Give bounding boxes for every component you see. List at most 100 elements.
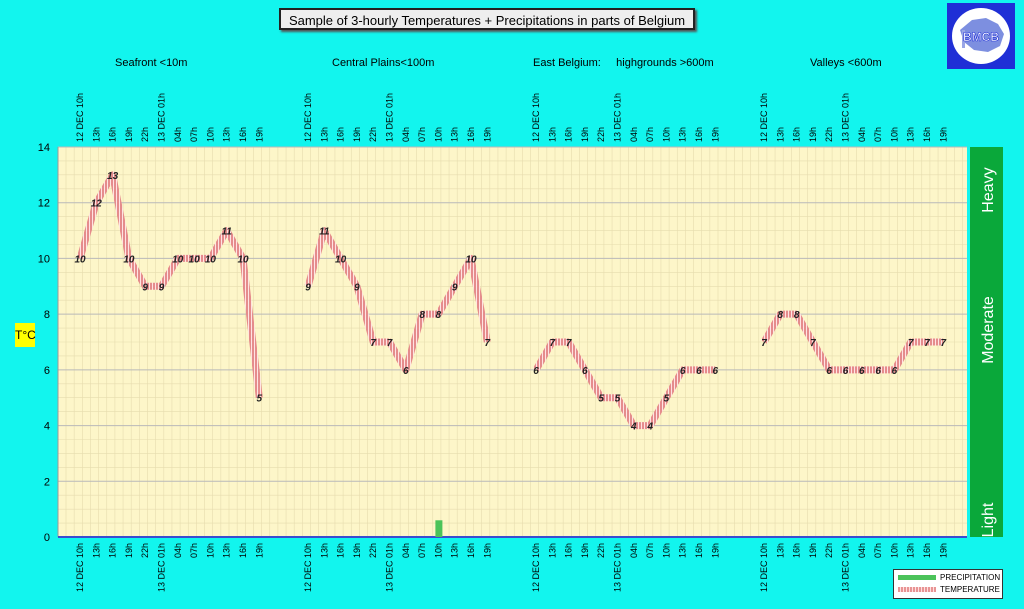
- time-label-bottom: 13 DEC 01h: [841, 543, 851, 592]
- time-label-top: 22h: [368, 127, 378, 142]
- time-label-top: 19h: [124, 127, 134, 142]
- temperature-data-label: 5: [615, 394, 621, 405]
- time-label-top: 13h: [91, 127, 101, 142]
- temperature-data-label: 9: [452, 282, 458, 293]
- legend-swatch-temperature: [898, 587, 936, 593]
- time-label-bottom: 13 DEC 01h: [385, 543, 395, 592]
- time-label-top: 12 DEC 10h: [75, 93, 85, 142]
- time-label-top: 13h: [775, 127, 785, 142]
- time-label-top: 12 DEC 10h: [303, 93, 313, 142]
- time-label-bottom: 12 DEC 10h: [759, 543, 769, 592]
- time-label-top: 19h: [482, 127, 492, 142]
- temperature-data-label: 7: [566, 338, 572, 349]
- temperature-data-label: 4: [646, 422, 653, 433]
- temperature-data-label: 9: [354, 282, 360, 293]
- time-label-top: 13h: [906, 127, 916, 142]
- time-label-bottom: 16h: [564, 543, 574, 558]
- time-label-bottom: 12 DEC 10h: [303, 543, 313, 592]
- time-label-top: 19h: [938, 127, 948, 142]
- temperature-data-label: 10: [465, 254, 477, 265]
- temperature-data-label: 6: [403, 366, 409, 377]
- temperature-data-label: 10: [237, 254, 249, 265]
- y-tick-label: 4: [44, 421, 50, 433]
- time-label-top: 04h: [857, 127, 867, 142]
- time-label-bottom: 16h: [336, 543, 346, 558]
- legend-item-temperature: TEMPERATURE: [898, 585, 1000, 595]
- temperature-data-label: 6: [875, 366, 881, 377]
- temperature-data-label: 10: [123, 254, 135, 265]
- time-label-top: 12 DEC 10h: [759, 93, 769, 142]
- time-label-top: 10h: [889, 127, 899, 142]
- chart-title: Sample of 3-hourly Temperatures + Precip…: [279, 8, 695, 30]
- y-axis-label: T°C: [15, 323, 36, 347]
- time-label-bottom: 13h: [906, 543, 916, 558]
- temperature-data-label: 6: [533, 366, 539, 377]
- y-tick-label: 8: [44, 309, 50, 321]
- time-label-bottom: 22h: [368, 543, 378, 558]
- time-label-bottom: 10h: [661, 543, 671, 558]
- time-label-top: 16h: [922, 127, 932, 142]
- rain-scale-bar: [970, 147, 1003, 537]
- legend-swatch-precipitation: [898, 575, 936, 581]
- temperature-line: [304, 227, 491, 374]
- legend-label-precipitation: PRECIPITATION: [940, 573, 1001, 582]
- time-label-bottom: 19h: [352, 543, 362, 558]
- temperature-data-label: 5: [257, 394, 263, 405]
- temperature-data-label: 6: [843, 366, 849, 377]
- rain-scale-label: Light: [980, 502, 997, 537]
- temperature-data-label: 10: [335, 254, 347, 265]
- temperature-data-label: 6: [696, 366, 702, 377]
- temperature-data-label: 8: [794, 310, 800, 321]
- belgium-map-icon: BMCB: [960, 18, 1004, 52]
- temperature-data-label: 6: [713, 366, 719, 377]
- time-label-bottom: 04h: [401, 543, 411, 558]
- time-label-top: 10h: [433, 127, 443, 142]
- time-label-top: 16h: [108, 127, 118, 142]
- legend-item-precipitation: PRECIPITATION: [898, 573, 1000, 583]
- rain-scale-label: Moderate: [980, 296, 997, 364]
- time-label-bottom: 16h: [922, 543, 932, 558]
- time-label-bottom: 04h: [173, 543, 183, 558]
- time-label-bottom: 12 DEC 10h: [531, 543, 541, 592]
- time-label-bottom: 13h: [678, 543, 688, 558]
- time-label-top: 19h: [580, 127, 590, 142]
- legend: PRECIPITATION TEMPERATURE: [893, 569, 1003, 599]
- y-tick-label: 0: [44, 532, 50, 544]
- time-label-bottom: 07h: [189, 543, 199, 558]
- time-label-top: 13 DEC 01h: [385, 93, 395, 142]
- temperature-data-label: 7: [810, 338, 816, 349]
- temperature-data-label: 8: [419, 310, 425, 321]
- time-label-bottom: 13 DEC 01h: [157, 543, 167, 592]
- temperature-data-label: 4: [630, 422, 637, 433]
- time-label-top: 07h: [645, 127, 655, 142]
- temperature-data-label: 7: [485, 338, 491, 349]
- temperature-data-label: 7: [550, 338, 556, 349]
- temperature-line: [76, 171, 263, 399]
- temperature-data-label: 8: [778, 310, 784, 321]
- time-label-bottom: 13h: [547, 543, 557, 558]
- time-label-bottom: 10h: [205, 543, 215, 558]
- time-label-top: 07h: [189, 127, 199, 142]
- time-label-top: 12 DEC 10h: [531, 93, 541, 142]
- temperature-data-label: 5: [664, 394, 670, 405]
- time-label-bottom: 22h: [596, 543, 606, 558]
- time-label-top: 19h: [352, 127, 362, 142]
- temperature-data-label: 12: [91, 199, 103, 210]
- legend-label-temperature: TEMPERATURE: [940, 585, 1000, 594]
- region-label-east-belgium: East Belgium: highgrounds >600m: [533, 57, 714, 69]
- time-label-bottom: 07h: [417, 543, 427, 558]
- time-label-bottom: 16h: [694, 543, 704, 558]
- temperature-data-label: 6: [892, 366, 898, 377]
- precipitation-bar: [435, 520, 443, 537]
- temperature-data-label: 9: [305, 282, 311, 293]
- time-label-top: 04h: [629, 127, 639, 142]
- time-label-bottom: 10h: [889, 543, 899, 558]
- time-label-top: 22h: [140, 127, 150, 142]
- time-label-top: 16h: [336, 127, 346, 142]
- time-label-top: 13h: [222, 127, 232, 142]
- temperature-data-label: 6: [859, 366, 865, 377]
- y-tick-label: 2: [44, 476, 50, 488]
- temperature-data-label: 10: [205, 254, 217, 265]
- y-tick-label: 14: [38, 142, 50, 154]
